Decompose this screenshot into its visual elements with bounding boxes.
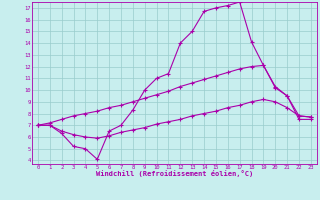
X-axis label: Windchill (Refroidissement éolien,°C): Windchill (Refroidissement éolien,°C) <box>96 170 253 177</box>
